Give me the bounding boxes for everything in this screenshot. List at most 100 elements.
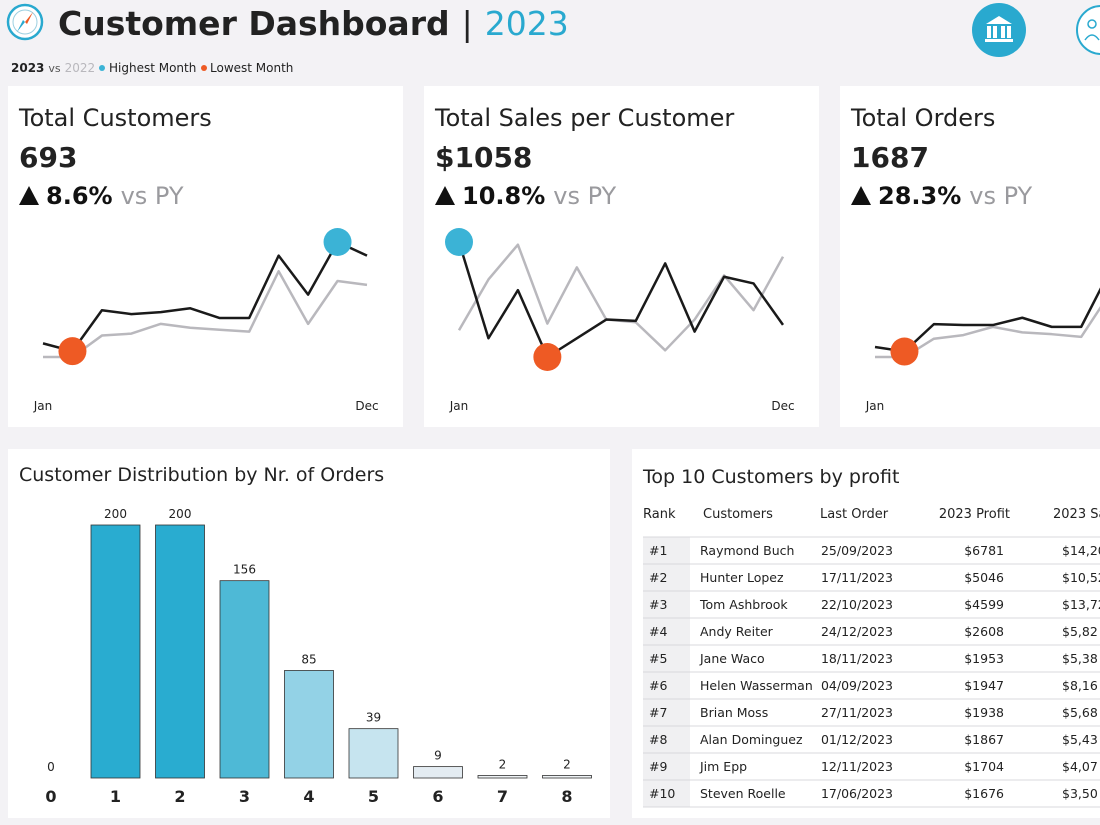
bar: [155, 524, 205, 779]
kpi-card: [840, 86, 1100, 427]
legend-dot: [99, 65, 105, 71]
rank-cell: [643, 645, 690, 672]
table-cell: 18/11/2023: [821, 651, 893, 666]
table-cell: $8,16: [1062, 678, 1098, 693]
table-cell: $3,50: [1062, 786, 1098, 801]
table-cell: $1867: [964, 732, 1004, 747]
table-cell: $1947: [964, 678, 1004, 693]
bank-icon[interactable]: [972, 3, 1026, 57]
table-cell: $5046: [964, 570, 1004, 585]
table-cell: #4: [649, 624, 667, 639]
table-cell: 25/09/2023: [821, 543, 893, 558]
x-tick-label: 7: [497, 787, 508, 806]
kpi-change-row: 28.3% vs PY: [878, 182, 1033, 210]
x-tick-label: Dec: [771, 399, 794, 413]
table-cell: 12/11/2023: [821, 759, 893, 774]
table-cell: Jane Waco: [699, 651, 765, 666]
table-cell: #9: [649, 759, 667, 774]
table-cell: #6: [649, 678, 667, 693]
kpi-comparison: vs PY: [121, 182, 184, 210]
x-tick-label: 1: [110, 787, 121, 806]
rank-cell: [643, 726, 690, 753]
value-label: 200: [104, 507, 127, 521]
bar: [284, 670, 334, 779]
table-cell: Alan Dominguez: [700, 732, 803, 747]
table-cell: #1: [649, 543, 667, 558]
lowest-marker: [533, 343, 562, 371]
value-label: 0: [47, 760, 55, 774]
table-cell: #8: [649, 732, 667, 747]
kpi-title: Total Customers: [18, 104, 212, 132]
table-cell: #3: [649, 597, 667, 612]
x-tick-label: Jan: [865, 399, 885, 413]
value-label: 85: [301, 652, 316, 666]
lowest-marker: [890, 337, 919, 366]
bar: [413, 766, 463, 779]
kpi-value: $1058: [435, 141, 532, 174]
table-cell: Steven Roelle: [700, 786, 786, 801]
table-cell: $5,68: [1062, 705, 1098, 720]
column-header: Last Order: [820, 507, 889, 522]
value-label: 2: [499, 757, 507, 771]
table-cell: #2: [649, 570, 667, 585]
rank-cell: [643, 564, 690, 591]
rank-cell: [643, 618, 690, 645]
x-tick-label: 6: [432, 787, 443, 806]
customers-icon[interactable]: [1076, 5, 1100, 55]
lowest-marker: [58, 337, 87, 366]
chart-title: Customer Distribution by Nr. of Orders: [19, 464, 384, 486]
kpi-title: Total Sales per Customer: [434, 104, 734, 132]
table-cell: Hunter Lopez: [700, 570, 784, 585]
bar: [542, 775, 592, 779]
table-cell: $10,52: [1062, 570, 1100, 585]
table-cell: 27/11/2023: [821, 705, 893, 720]
rank-cell: [643, 780, 690, 807]
x-tick-label: 0: [45, 787, 56, 806]
rank-cell: [643, 753, 690, 780]
table-cell: $14,20: [1062, 543, 1100, 558]
table-cell: Helen Wasserman: [700, 678, 813, 693]
dashboard-title: Customer Dashboard | 2023: [58, 4, 569, 43]
series-line: [43, 269, 368, 359]
value-label: 156: [233, 563, 256, 577]
value-label: 200: [169, 507, 192, 521]
separator: |: [462, 4, 473, 43]
legend-vs: vs: [48, 62, 61, 75]
x-tick-label: 4: [303, 787, 314, 806]
table-cell: #5: [649, 651, 667, 666]
title: Customer Dashboard: [58, 4, 450, 43]
table-cell: $4599: [964, 597, 1004, 612]
table-cell: $4,07: [1062, 759, 1098, 774]
table-cell: #10: [649, 786, 675, 801]
kpi-card: [424, 86, 819, 427]
kpi-change: 10.8%: [462, 182, 545, 210]
table-cell: Andy Reiter: [700, 624, 774, 639]
table-cell: $5,38: [1062, 651, 1098, 666]
x-tick-label: 2: [174, 787, 185, 806]
value-label: 9: [434, 749, 442, 763]
legend-current: 2023: [11, 61, 44, 75]
x-tick-label: Jan: [33, 399, 53, 413]
table-cell: $13,72: [1062, 597, 1100, 612]
column-header: Customers: [703, 507, 773, 522]
value-label: 2: [563, 757, 571, 771]
table-cell: 22/10/2023: [821, 597, 893, 612]
legend-previous: 2022: [65, 61, 96, 75]
compass-icon: [6, 3, 44, 41]
table-cell: $1953: [964, 651, 1004, 666]
rank-cell: [643, 699, 690, 726]
kpi-change-row: 8.6% vs PY: [46, 182, 184, 210]
table-cell: Jim Epp: [699, 759, 747, 774]
column-header: 2023 Sales: [1053, 507, 1100, 522]
table-cell: 24/12/2023: [821, 624, 893, 639]
table-cell: $1938: [964, 705, 1004, 720]
table-cell: Raymond Buch: [700, 543, 794, 558]
table-cell: $1704: [964, 759, 1004, 774]
x-tick-label: 5: [368, 787, 379, 806]
series-line: [42, 240, 368, 353]
series-line: [875, 306, 1100, 359]
kpi-value: 1687: [851, 141, 929, 174]
kpi-card: [8, 86, 403, 427]
rank-cell: [643, 672, 690, 699]
